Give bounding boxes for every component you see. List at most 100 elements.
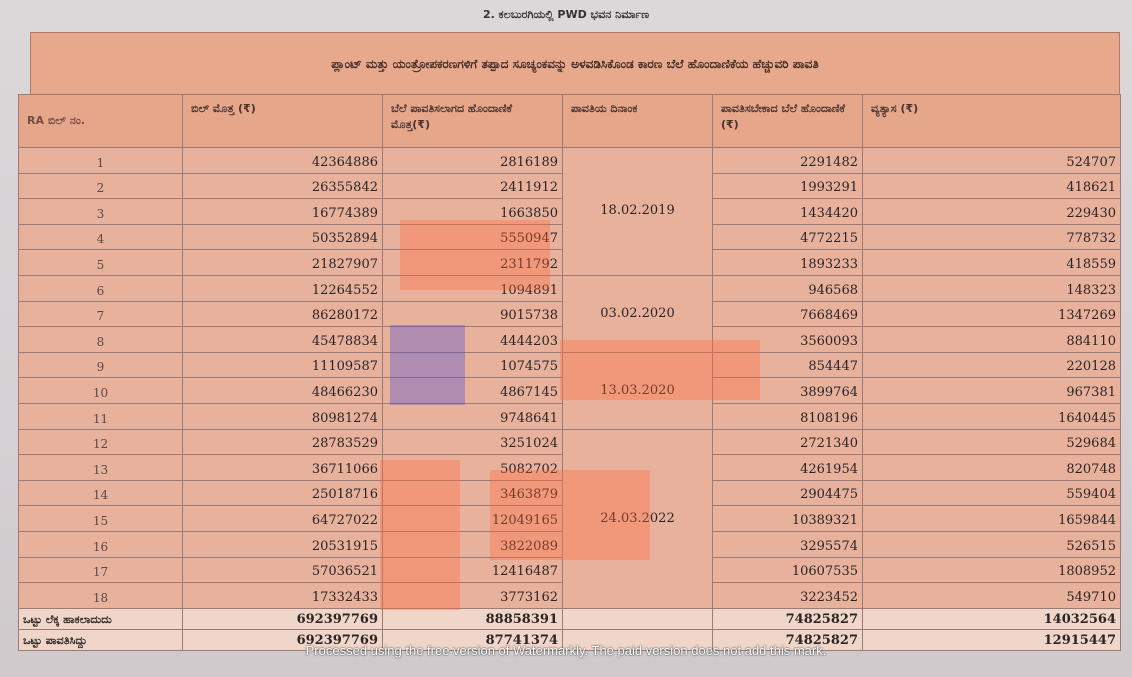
cell-paid-adjustment: 4444203 — [382, 326, 563, 353]
cell-paid-adjustment: 1663850 — [382, 198, 563, 225]
cell-ra-bill-no: 2 — [18, 172, 183, 200]
cell-paid-adjustment: 1094891 — [382, 274, 563, 302]
cell-difference: 559404 — [862, 479, 1121, 507]
cell-difference: 148323 — [862, 274, 1121, 302]
table-row: 4 50352894 5550947 4772215 778732 — [18, 223, 1121, 251]
cell-paid-adjustment: 5550947 — [382, 223, 563, 251]
cell-bill-amount: 28783529 — [182, 428, 383, 456]
table-row: 14 25018716 3463879 2904475 559404 — [18, 479, 1121, 507]
cell-difference: 524707 — [862, 147, 1121, 174]
cell-paid-adjustment: 5082702 — [382, 454, 563, 481]
table-row: 18 17332433 3773162 3223452 549710 — [18, 582, 1121, 609]
cell-difference: 1640445 — [862, 402, 1121, 430]
cell-due-adjustment: 1893233 — [712, 249, 863, 276]
cell-difference: 967381 — [862, 377, 1121, 404]
cell-bill-amount: 20531915 — [182, 530, 383, 558]
total-due-adjustment: 74825827 — [712, 607, 863, 630]
cell-ra-bill-no: 8 — [18, 326, 183, 353]
total-bill-amount: 692397769 — [182, 628, 383, 651]
cell-ra-bill-no: 17 — [18, 556, 183, 584]
cell-paid-adjustment: 2816189 — [382, 147, 563, 174]
cell-ra-bill-no: 14 — [18, 479, 183, 507]
table-row: 5 21827907 2311792 1893233 418559 — [18, 249, 1121, 276]
cell-difference: 229430 — [862, 198, 1121, 225]
cell-bill-amount: 50352894 — [182, 223, 383, 251]
cell-difference: 1347269 — [862, 300, 1121, 328]
cell-ra-bill-no: 9 — [18, 351, 183, 379]
table-row: 9 11109587 1074575 13.03.2020 854447 220128 — [18, 351, 1121, 430]
col-header-paid-adjustment: ಬೆಲೆ ಪಾವತಿಸಲಾಗದ ಹೊಂದಾಣಿಕೆ ಮೊತ್ತ(₹) — [382, 94, 563, 148]
cell-paid-adjustment: 3463879 — [382, 479, 563, 507]
cell-bill-amount: 86280172 — [182, 300, 383, 328]
cell-ra-bill-no: 18 — [18, 582, 183, 609]
table-row: 2 26355842 2411912 1993291 418621 — [18, 172, 1121, 200]
total-paid-adjustment: 88858391 — [382, 607, 563, 630]
table-title: ಪ್ಲಾಂಟ್ ಮತ್ತು ಯಂತ್ರೋಪಕರಣಗಳಿಗೆ ತಪ್ಪಾದ ಸೂಚ… — [30, 32, 1120, 96]
total-bill-amount: 692397769 — [182, 607, 383, 630]
cell-difference: 220128 — [862, 351, 1121, 379]
cell-due-adjustment: 4772215 — [712, 223, 863, 251]
cell-due-adjustment: 2721340 — [712, 428, 863, 456]
table-row: 10 48466230 4867145 3899764 967381 — [18, 377, 1121, 404]
cell-ra-bill-no: 13 — [18, 454, 183, 481]
cell-difference: 778732 — [862, 223, 1121, 251]
cell-payment-date: 18.02.2019 — [562, 147, 713, 276]
col-header-difference: ವ್ಯತ್ಯಾಸ (₹) — [862, 94, 1121, 148]
table-row: 6 12264552 1094891 03.02.2020 946568 148323 — [18, 274, 1121, 353]
cell-difference: 526515 — [862, 530, 1121, 558]
table-row: 3 16774389 1663850 1434420 229430 — [18, 198, 1121, 225]
cell-difference: 1808952 — [862, 556, 1121, 584]
cell-due-adjustment: 3560093 — [712, 326, 863, 353]
cell-due-adjustment: 2904475 — [712, 479, 863, 507]
cell-paid-adjustment: 12049165 — [382, 505, 563, 532]
cell-difference: 820748 — [862, 454, 1121, 481]
total-label: ಒಟ್ಟು ಪಾವತಿಸಿದ್ದು — [18, 628, 183, 651]
cell-difference: 529684 — [862, 428, 1121, 456]
cell-ra-bill-no: 16 — [18, 530, 183, 558]
cell-difference: 418559 — [862, 249, 1121, 276]
cell-bill-amount: 48466230 — [182, 377, 383, 404]
cell-bill-amount: 57036521 — [182, 556, 383, 584]
cell-payment-date: 24.03.2022 — [562, 428, 713, 609]
cell-difference: 1659844 — [862, 505, 1121, 532]
cell-bill-amount: 25018716 — [182, 479, 383, 507]
cell-paid-adjustment: 4867145 — [382, 377, 563, 404]
cell-paid-adjustment: 9015738 — [382, 300, 563, 328]
table-row: 1 42364886 2816189 18.02.2019 2291482 524707 — [18, 147, 1121, 276]
table-row: 17 57036521 12416487 10607535 1808952 — [18, 556, 1121, 584]
table-row: 16 20531915 3822089 3295574 526515 — [18, 530, 1121, 558]
cell-difference: 549710 — [862, 582, 1121, 609]
cell-bill-amount: 36711066 — [182, 454, 383, 481]
cell-bill-amount: 42364886 — [182, 147, 383, 174]
cell-difference: 418621 — [862, 172, 1121, 200]
cell-ra-bill-no: 12 — [18, 428, 183, 456]
cell-paid-adjustment: 3251024 — [382, 428, 563, 456]
cell-bill-amount: 64727022 — [182, 505, 383, 532]
cell-due-adjustment: 8108196 — [712, 402, 863, 430]
cell-payment-date: 13.03.2020 — [562, 351, 713, 430]
table-row: 11 80981274 9748641 8108196 1640445 — [18, 402, 1121, 430]
cell-due-adjustment: 3295574 — [712, 530, 863, 558]
cell-due-adjustment: 3223452 — [712, 582, 863, 609]
cell-ra-bill-no: 6 — [18, 274, 183, 302]
total-row: ಒಟ್ಟು ಪಾವತಿಸಿದ್ದು 692397769 87741374 748258… — [18, 628, 1121, 651]
total-difference: 12915447 — [862, 628, 1121, 651]
cell-ra-bill-no: 11 — [18, 402, 183, 430]
cell-difference: 884110 — [862, 326, 1121, 353]
page-heading: 2. ಕಲಬುರಗಿಯಲ್ಲಿ PWD ಭವನ ನಿರ್ಮಾಣ — [482, 8, 650, 21]
cell-bill-amount: 80981274 — [182, 402, 383, 430]
cell-ra-bill-no: 7 — [18, 300, 183, 328]
cell-bill-amount: 21827907 — [182, 249, 383, 276]
cell-payment-date: 03.02.2020 — [562, 274, 713, 353]
col-header-payment-date: ಪಾವತಿಯ ದಿನಾಂಕ — [562, 94, 713, 148]
cell-ra-bill-no: 1 — [18, 147, 183, 174]
cell-bill-amount: 12264552 — [182, 274, 383, 302]
cell-due-adjustment: 1434420 — [712, 198, 863, 225]
table-row: 15 64727022 12049165 10389321 1659844 — [18, 505, 1121, 532]
total-difference: 14032564 — [862, 607, 1121, 630]
cell-due-adjustment: 3899764 — [712, 377, 863, 404]
cell-paid-adjustment: 2411912 — [382, 172, 563, 200]
cell-due-adjustment: 946568 — [712, 274, 863, 302]
cell-bill-amount: 16774389 — [182, 198, 383, 225]
